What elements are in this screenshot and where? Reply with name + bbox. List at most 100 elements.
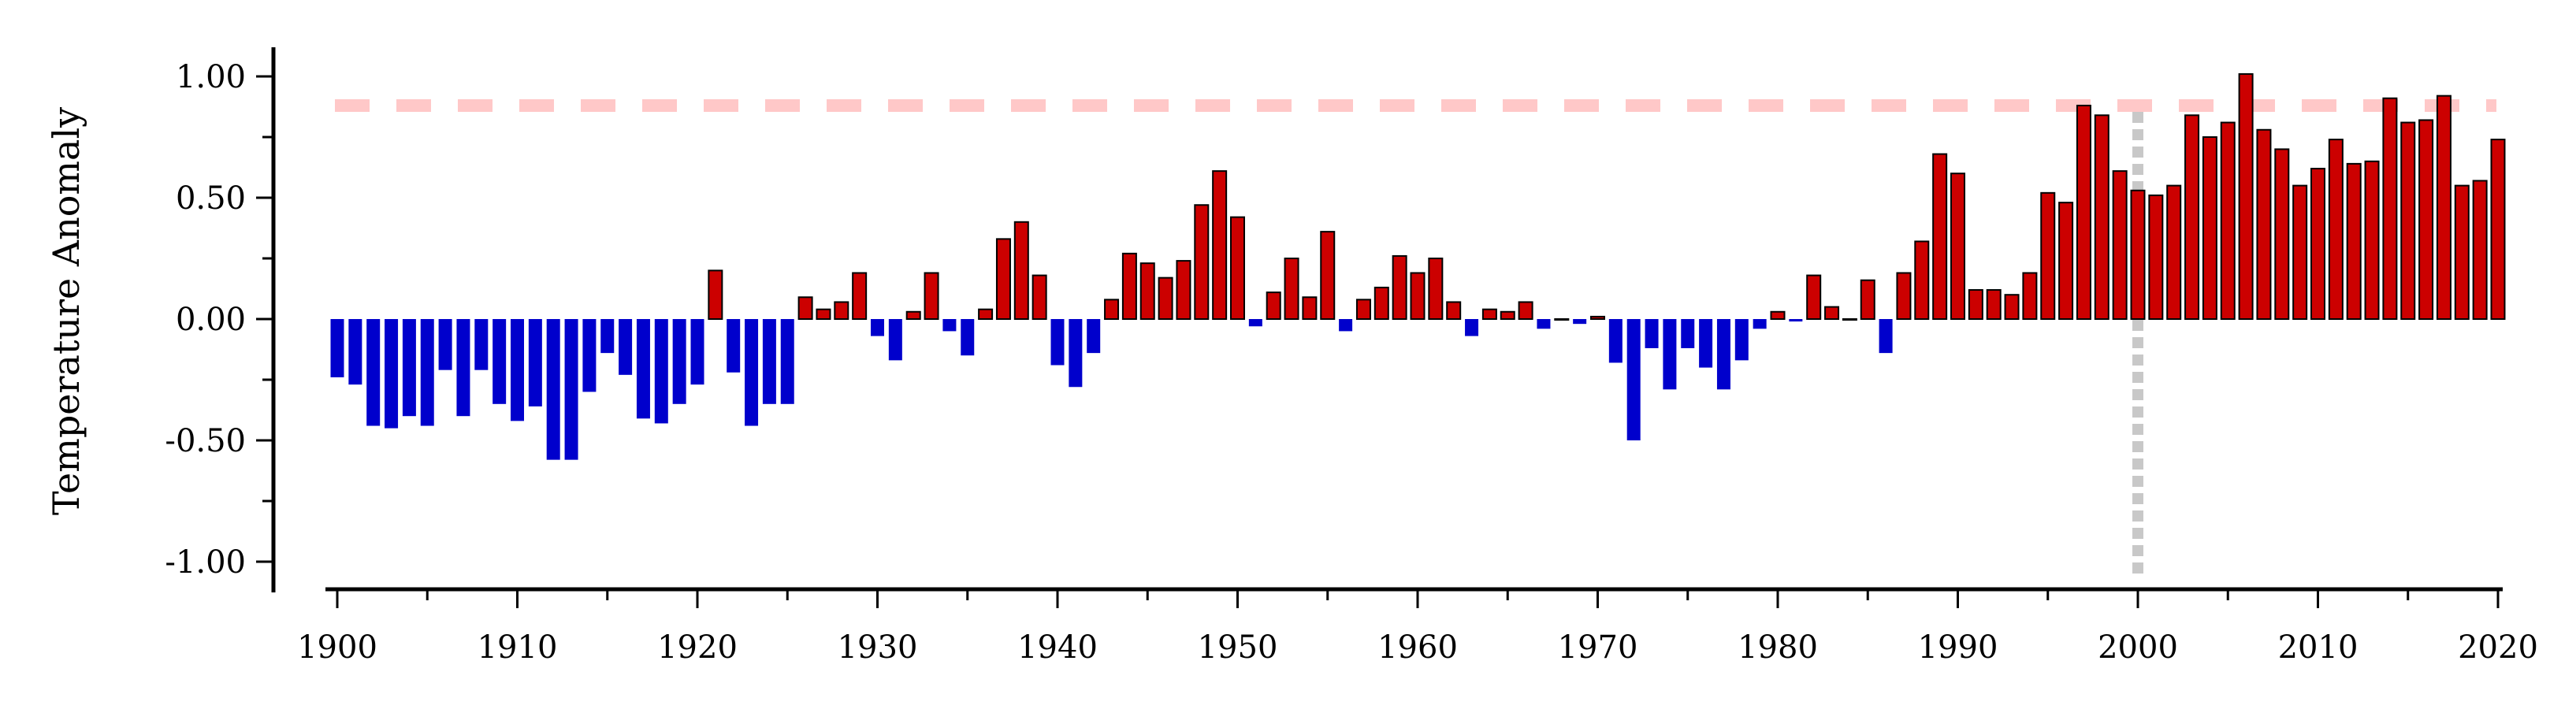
bar-2019	[2472, 180, 2488, 320]
bar-2020	[2490, 139, 2506, 320]
bar-2003	[2184, 114, 2200, 320]
y-tick-label: -1.00	[165, 544, 246, 581]
bar-1979	[1753, 319, 1767, 329]
bar-1902	[366, 319, 381, 426]
bar-1973	[1645, 319, 1659, 348]
x-tick-label: 1960	[1377, 629, 1458, 666]
bar-1907	[456, 319, 470, 417]
bar-1985	[1860, 279, 1875, 320]
bar-1988	[1914, 240, 1930, 320]
bar-2014	[2382, 97, 2398, 320]
bar-1918	[654, 319, 668, 424]
bar-2010	[2310, 168, 2325, 320]
x-tick-label: 1940	[1017, 629, 1098, 666]
bar-1949	[1212, 170, 1228, 320]
x-tick-label: 2000	[2098, 629, 2178, 666]
x-tick-label: 1920	[657, 629, 738, 666]
x-tick-label: 2010	[2278, 629, 2359, 666]
bar-1970	[1590, 315, 1605, 321]
bar-1960	[1410, 272, 1426, 321]
bar-1904	[402, 319, 416, 417]
bar-1905	[420, 319, 434, 426]
bar-2009	[2292, 184, 2308, 320]
bar-1942	[1087, 319, 1101, 354]
bar-1974	[1663, 319, 1677, 390]
bar-1913	[564, 319, 578, 460]
bar-1914	[582, 319, 597, 392]
bar-1931	[888, 319, 902, 361]
bar-1992	[1986, 289, 2002, 321]
bar-1941	[1069, 319, 1083, 388]
bar-1930	[871, 319, 884, 336]
x-tick-label: 1930	[838, 629, 918, 666]
bar-2001	[2148, 194, 2164, 320]
bar-1955	[1320, 231, 1336, 320]
bar-1948	[1194, 204, 1210, 320]
bar-1928	[834, 301, 849, 321]
bar-1977	[1716, 319, 1730, 390]
bar-1908	[474, 319, 489, 370]
bar-2015	[2400, 121, 2416, 320]
bar-1995	[2040, 191, 2056, 320]
bar-1901	[348, 319, 362, 385]
bar-2006	[2238, 72, 2254, 320]
bar-2012	[2346, 162, 2362, 320]
y-tick-label: -0.50	[165, 423, 246, 459]
bar-1936	[978, 308, 994, 320]
bar-1903	[385, 319, 399, 429]
bar-1980	[1770, 310, 1786, 321]
bar-1953	[1284, 258, 1299, 320]
x-tick-label: 1950	[1198, 629, 1278, 666]
bar-1965	[1500, 310, 1515, 321]
x-tick-label: 1900	[297, 629, 377, 666]
bar-1944	[1121, 252, 1137, 320]
bar-1994	[2022, 272, 2038, 321]
bar-1964	[1481, 308, 1497, 320]
bar-1919	[672, 319, 686, 404]
bar-1991	[1968, 289, 1983, 321]
bar-1952	[1266, 291, 1281, 320]
bar-1916	[619, 319, 633, 375]
bar-1996	[2058, 202, 2074, 320]
bar-1938	[1013, 221, 1029, 320]
bar-1939	[1032, 274, 1047, 320]
bar-1990	[1950, 173, 1965, 320]
bar-1984	[1842, 318, 1857, 321]
bar-1963	[1465, 319, 1479, 336]
bar-1920	[690, 319, 704, 385]
bar-2017	[2436, 95, 2451, 320]
bar-1909	[493, 319, 507, 404]
bar-1972	[1626, 319, 1641, 440]
axes: 1.00 0.50 0.00 -0.50 -1.00 1900 1910 1920 1930 19…	[165, 47, 2538, 666]
bar-1943	[1104, 299, 1120, 320]
bar-1983	[1824, 306, 1840, 321]
bars	[330, 72, 2506, 460]
bar-2007	[2256, 128, 2272, 320]
bar-1961	[1428, 258, 1444, 320]
bar-1976	[1699, 319, 1713, 368]
bar-1989	[1932, 153, 1948, 320]
bar-1956	[1339, 319, 1353, 332]
bar-2016	[2418, 119, 2434, 320]
bar-2008	[2274, 148, 2290, 320]
bar-1993	[2004, 294, 2020, 321]
bar-1968	[1554, 318, 1570, 321]
bar-1926	[797, 296, 813, 320]
y-tick-label: 0.50	[176, 180, 246, 217]
bar-1946	[1158, 277, 1173, 321]
bar-1937	[995, 238, 1011, 320]
bar-1945	[1139, 262, 1155, 320]
bar-2004	[2202, 136, 2217, 320]
bar-1959	[1392, 254, 1407, 321]
bar-1934	[942, 319, 957, 332]
x-tick-label: 1990	[1918, 629, 1998, 666]
bar-1966	[1518, 301, 1533, 321]
bar-1929	[852, 272, 868, 321]
bar-1999	[2112, 170, 2128, 320]
bar-1927	[816, 308, 831, 320]
x-tick-label: 1980	[1738, 629, 1818, 666]
bar-1932	[905, 310, 921, 321]
bar-1917	[636, 319, 650, 419]
bar-1947	[1176, 260, 1191, 320]
